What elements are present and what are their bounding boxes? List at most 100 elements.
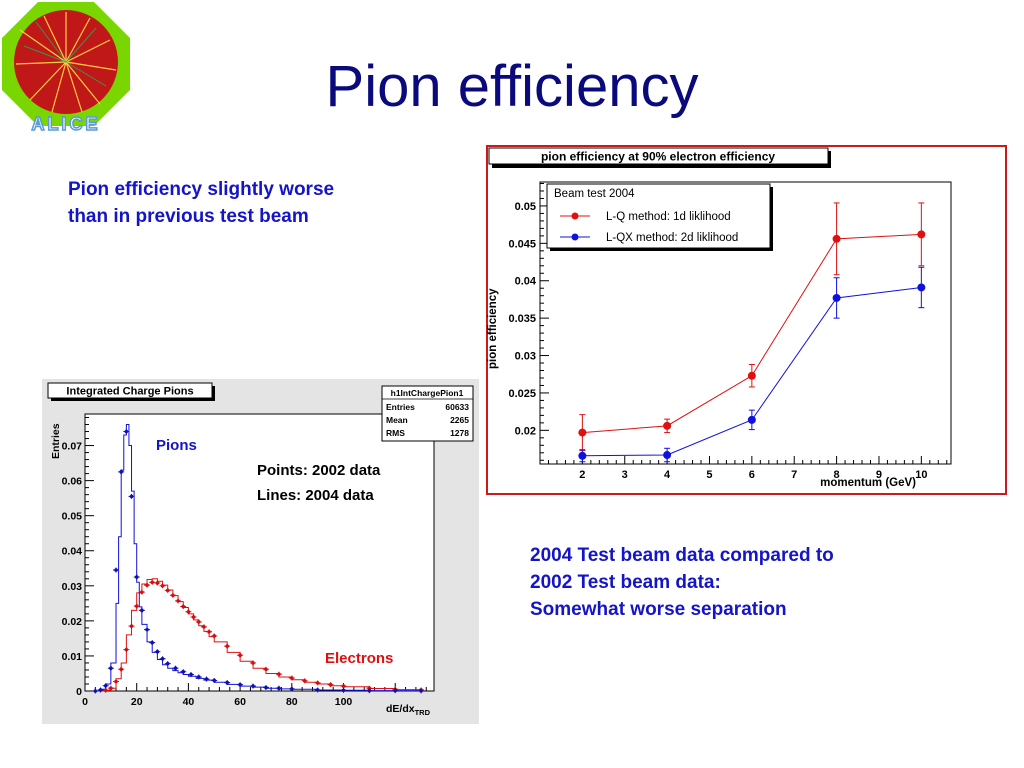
- data-point: [747, 371, 756, 380]
- electron-2002-point: [302, 679, 307, 683]
- y-tick-label: 0: [76, 686, 82, 698]
- pion-2002-point: [264, 685, 268, 690]
- pion-2002-point: [140, 608, 144, 613]
- note-left-line: Pion efficiency slightly worse: [68, 179, 335, 200]
- note-right-line: 2002 Test beam data:: [530, 572, 721, 593]
- pion-2002-point: [98, 688, 103, 692]
- y-tick-label: 0.045: [508, 238, 536, 250]
- y-ticks: 0.02 0.025 0.03 0.035 0.04 0.045 0.05: [508, 201, 536, 437]
- alice-logo: ALICE: [2, 2, 130, 132]
- y-tick-label: 0.01: [62, 651, 83, 663]
- pion-2002-point: [341, 688, 346, 693]
- pion-2002-point: [277, 686, 281, 690]
- annotation-lines: Lines: 2004 data: [257, 487, 374, 504]
- electron-2002-point: [238, 653, 242, 658]
- y-axis-label: pion efficiency: [487, 288, 499, 369]
- annotation-pions: Pions: [156, 437, 197, 454]
- electron-2002-point: [290, 676, 294, 680]
- x-ticks: 0 20 40 60 80 100: [82, 696, 352, 708]
- pion-2002-point: [393, 688, 398, 693]
- electron-2002-point: [176, 599, 180, 603]
- pion-efficiency-chart: pion efficiency at 90% electron efficien…: [486, 145, 1007, 495]
- stats-label: RMS: [386, 428, 405, 438]
- integrated-charge-chart: Integrated Charge Pions h1IntChargePion1…: [42, 379, 479, 724]
- pion-2002-point: [238, 682, 242, 687]
- legend-entry: L-Q method: 1d liklihood: [606, 211, 731, 223]
- pion-2002-point: [103, 683, 108, 688]
- data-point: [578, 451, 587, 460]
- y-axis-label: Entries: [50, 423, 62, 459]
- data-point: [663, 421, 672, 430]
- y-tick-label: 0.05: [62, 511, 83, 523]
- electron-2004-line: [95, 578, 422, 692]
- pion-2002-point: [93, 689, 98, 693]
- electron-2002-point: [277, 672, 281, 676]
- electron-2002-point: [145, 583, 149, 587]
- electron-2002-point: [114, 679, 118, 684]
- stats-label: Mean: [386, 415, 408, 425]
- electron-2002-point: [155, 581, 160, 585]
- y-tick-label: 0.025: [508, 388, 536, 400]
- x-tick-label: 0: [82, 696, 88, 708]
- pion-2002-point: [129, 494, 134, 499]
- x-tick-label: 60: [234, 696, 246, 708]
- pion-2002-point: [212, 678, 217, 683]
- x-tick-label: 10: [915, 469, 927, 481]
- data-point: [832, 293, 841, 302]
- legend-marker-red: [571, 212, 579, 220]
- electron-2002-point: [124, 647, 129, 652]
- y-tick-label: 0.02: [515, 425, 536, 437]
- pion-2002-point: [225, 680, 229, 685]
- y-tick-label: 0.035: [508, 313, 536, 325]
- electron-2002-point: [171, 593, 175, 598]
- x-tick-label: 80: [286, 696, 298, 708]
- y-tick-label: 0.02: [62, 616, 83, 628]
- data-marks: [84, 417, 427, 694]
- y-tick-label: 0.03: [515, 351, 536, 363]
- plot-area: [84, 413, 435, 692]
- data-point: [747, 415, 756, 424]
- electron-2002-point: [264, 667, 268, 672]
- logo-text: ALICE: [32, 114, 101, 132]
- data-point: [663, 451, 672, 460]
- annotation-electrons: Electrons: [325, 650, 393, 667]
- electron-2002-point: [119, 667, 123, 672]
- hist-title-box: [47, 382, 213, 399]
- electron-2002-point: [196, 620, 201, 624]
- x-axis-label-main: dE/dx: [386, 703, 415, 715]
- note-left-line: than in previous test beam: [68, 206, 309, 227]
- pion-2002-point: [165, 661, 170, 666]
- stats-label: Entries: [386, 402, 415, 412]
- pion-2002-point: [124, 429, 129, 434]
- x-tick-label: 6: [749, 469, 755, 481]
- y-tick-label: 0.04: [515, 276, 537, 288]
- pion-2002-point: [114, 568, 118, 572]
- y-tick-label: 0.04: [62, 546, 83, 558]
- electron-2002-point: [103, 688, 108, 693]
- pion-2002-point: [134, 575, 139, 579]
- stats-value: 60633: [445, 402, 469, 412]
- x-tick-label: 4: [664, 469, 671, 481]
- x-axis-label: dE/dxTRD: [386, 703, 431, 717]
- stats-value: 2265: [450, 415, 469, 425]
- pion-2002-point: [109, 666, 113, 671]
- electron-2002-point: [129, 624, 134, 628]
- pion-2002-point: [419, 689, 423, 693]
- electron-2002-point: [150, 580, 155, 585]
- electron-2002-point: [140, 590, 144, 594]
- legend-marker-blue: [571, 233, 579, 241]
- stats-name: h1IntChargePion1: [391, 388, 464, 398]
- pion-2002-point: [173, 666, 178, 671]
- electron-2002-point: [191, 615, 196, 619]
- x-tick-label: 100: [335, 696, 353, 708]
- pion-2002-point: [119, 470, 123, 474]
- electron-2002-point: [181, 604, 186, 609]
- hist-title: Integrated Charge Pions: [66, 386, 193, 398]
- electron-2002-point: [109, 686, 113, 690]
- y-tick-label: 0.05: [515, 201, 536, 213]
- x-tick-label: 2: [579, 469, 585, 481]
- x-tick-label: 40: [183, 696, 195, 708]
- electron-2002-point: [165, 588, 170, 593]
- y-tick-label: 0.06: [62, 476, 83, 488]
- slide-title: Pion efficiency: [325, 54, 699, 119]
